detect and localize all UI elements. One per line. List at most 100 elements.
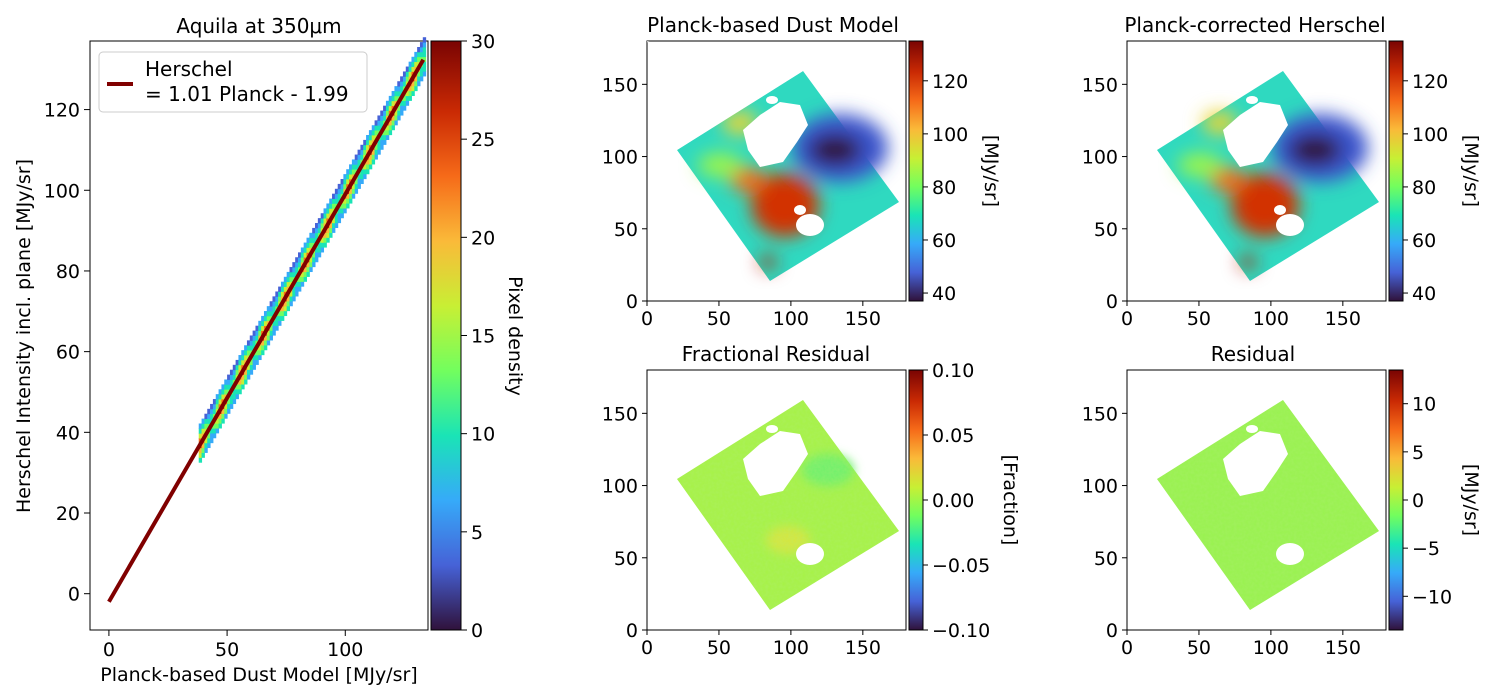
density-bin (278, 291, 282, 297)
density-bin (204, 413, 208, 420)
density-bin (300, 271, 305, 278)
density-bin (198, 433, 203, 439)
density-bin (306, 261, 310, 268)
density-bin (295, 266, 299, 273)
density-bin (397, 115, 401, 121)
density-bin (388, 95, 393, 102)
density-bin (337, 188, 342, 195)
density-bin (337, 217, 342, 224)
density-bin (397, 90, 401, 97)
colorbar-tick-label: 120 (932, 71, 968, 93)
map-mask-hole (1246, 96, 1258, 104)
density-bin (397, 105, 401, 111)
x-tick-label: 150 (845, 637, 881, 659)
density-bin (363, 164, 367, 170)
y-ticks: 0 50 100 150 (1082, 74, 1127, 313)
density-bin (419, 42, 424, 48)
density-bin (360, 154, 364, 160)
y-tick-label: 50 (614, 219, 638, 241)
map-mask-hole (1223, 431, 1288, 496)
density-bin (326, 227, 330, 234)
density-bin (312, 252, 316, 258)
density-bin (371, 154, 376, 160)
density-bin (244, 369, 248, 375)
fit-line-layer (107, 58, 426, 603)
density-bin (201, 442, 205, 449)
density-bin (317, 247, 322, 253)
density-bin (363, 168, 367, 175)
density-bin (212, 408, 217, 415)
density-bin (266, 330, 271, 336)
density-bin (400, 100, 404, 106)
density-bin (269, 335, 273, 341)
colorbar-tick-label: 0 (471, 620, 483, 642)
density-bin (252, 340, 256, 346)
density-bin (280, 281, 285, 288)
map-noise (1157, 400, 1379, 610)
density-bin (380, 115, 384, 121)
y-tick-label: 40 (56, 422, 80, 444)
colorbar-tick-label: 40 (932, 283, 956, 305)
map-panel-corrected-herschel: 0 50 100 150 0 50 100 150 Planck-corrected Her… (1082, 13, 1482, 330)
density-bin (405, 100, 410, 106)
y-tick-label: 100 (1082, 476, 1118, 498)
density-bin (351, 188, 356, 194)
density-bin (422, 46, 427, 53)
density-bin (320, 218, 325, 224)
density-bin (349, 174, 353, 180)
density-bin (334, 217, 339, 224)
density-bin (300, 276, 305, 282)
density-bin (238, 359, 242, 366)
map-dark-region (1289, 134, 1341, 166)
x-tick-label: 150 (1325, 637, 1361, 659)
density-bin (414, 51, 418, 58)
map-panel-dust-model: 0 50 100 150 0 50 100 150 Planck-based Dust Mo… (602, 13, 1002, 330)
density-bin (337, 183, 342, 190)
density-bin (371, 149, 376, 155)
density-bin (207, 408, 211, 415)
density-bin (298, 276, 302, 282)
density-bin (238, 384, 242, 390)
density-bin (249, 359, 254, 366)
density-bin (354, 164, 359, 170)
density-bin (306, 247, 310, 253)
map-mask-hole (794, 205, 806, 215)
density-bin (315, 256, 319, 263)
density-bin (292, 266, 296, 273)
density-bin (374, 154, 378, 160)
density-bin (405, 76, 410, 82)
density-bin (334, 193, 339, 199)
density-bin (280, 315, 285, 321)
density-bin (349, 188, 353, 194)
y-tick-label: 0 (626, 291, 638, 313)
density-bin (232, 369, 237, 375)
density-bin (229, 403, 234, 409)
density-bin (408, 90, 412, 97)
legend-entry-equation: = 1.01 Planck - 1.99 (145, 82, 349, 106)
density-bin (346, 203, 350, 209)
density-bin (289, 271, 293, 278)
density-bin (343, 178, 347, 185)
density-bin (246, 374, 251, 380)
density-bin (317, 252, 322, 258)
density-bin (340, 179, 344, 185)
density-bin (229, 374, 234, 380)
density-bin (224, 408, 228, 414)
map-red-spot (1240, 255, 1256, 269)
density-bin (334, 198, 339, 204)
colorbar-tick-label: 0 (1412, 490, 1424, 512)
density-bin (298, 281, 302, 287)
density-bin (346, 193, 350, 199)
map-orange-region (1210, 168, 1246, 192)
density-bin (377, 125, 381, 131)
density-bin (280, 310, 285, 317)
density-bin (286, 276, 290, 283)
density-bin (411, 90, 415, 97)
density-bin (221, 389, 225, 395)
density-bin (210, 437, 214, 444)
density-bin (224, 403, 228, 410)
colorbar-tick-label: −0.05 (932, 555, 990, 577)
density-bin (351, 183, 356, 190)
density-bin (275, 315, 279, 322)
colorbar-tick-label: 100 (932, 124, 968, 146)
